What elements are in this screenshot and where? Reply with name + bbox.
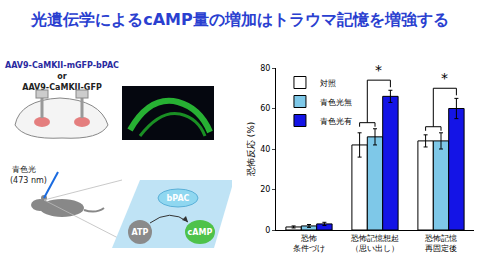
svg-text:60: 60	[260, 104, 270, 113]
svg-text:恐怖記憶再固定後: 恐怖記憶再固定後	[424, 234, 457, 253]
svg-text:*: *	[441, 70, 448, 86]
svg-text:恐怖反応 (%): 恐怖反応 (%)	[246, 122, 256, 177]
svg-text:80: 80	[260, 64, 270, 73]
svg-text:青色光有: 青色光有	[320, 117, 352, 126]
svg-text:bPAC: bPAC	[167, 194, 190, 203]
svg-text:恐怖記憶想起（思い出し）: 恐怖記憶想起（思い出し）	[350, 234, 399, 253]
svg-text:(473 nm): (473 nm)	[10, 176, 47, 185]
html-text:光遺伝学によるcAMP量の増加はトラウマ記憶を増強する: 光遺伝学によるcAMP量の増加はトラウマ記憶を増強する	[31, 10, 449, 29]
svg-text:青色光: 青色光	[12, 165, 36, 174]
svg-text:AAV9-CaMKII-mGFP-bPAC: AAV9-CaMKII-mGFP-bPAC	[5, 61, 119, 70]
svg-text:ATP: ATP	[132, 228, 149, 237]
svg-text:0: 0	[265, 226, 270, 235]
svg-text:青色光無: 青色光無	[320, 98, 352, 107]
svg-text:AAV9-CaMKII-GFP: AAV9-CaMKII-GFP	[22, 83, 102, 92]
svg-text:対照: 対照	[320, 79, 336, 88]
svg-text:*: *	[375, 62, 382, 78]
svg-text:cAMP: cAMP	[188, 228, 213, 237]
svg-text:40: 40	[260, 145, 270, 154]
svg-text:恐怖条件づけ: 恐怖条件づけ	[293, 234, 325, 253]
svg-text:or: or	[57, 72, 66, 81]
svg-text:20: 20	[260, 185, 270, 194]
